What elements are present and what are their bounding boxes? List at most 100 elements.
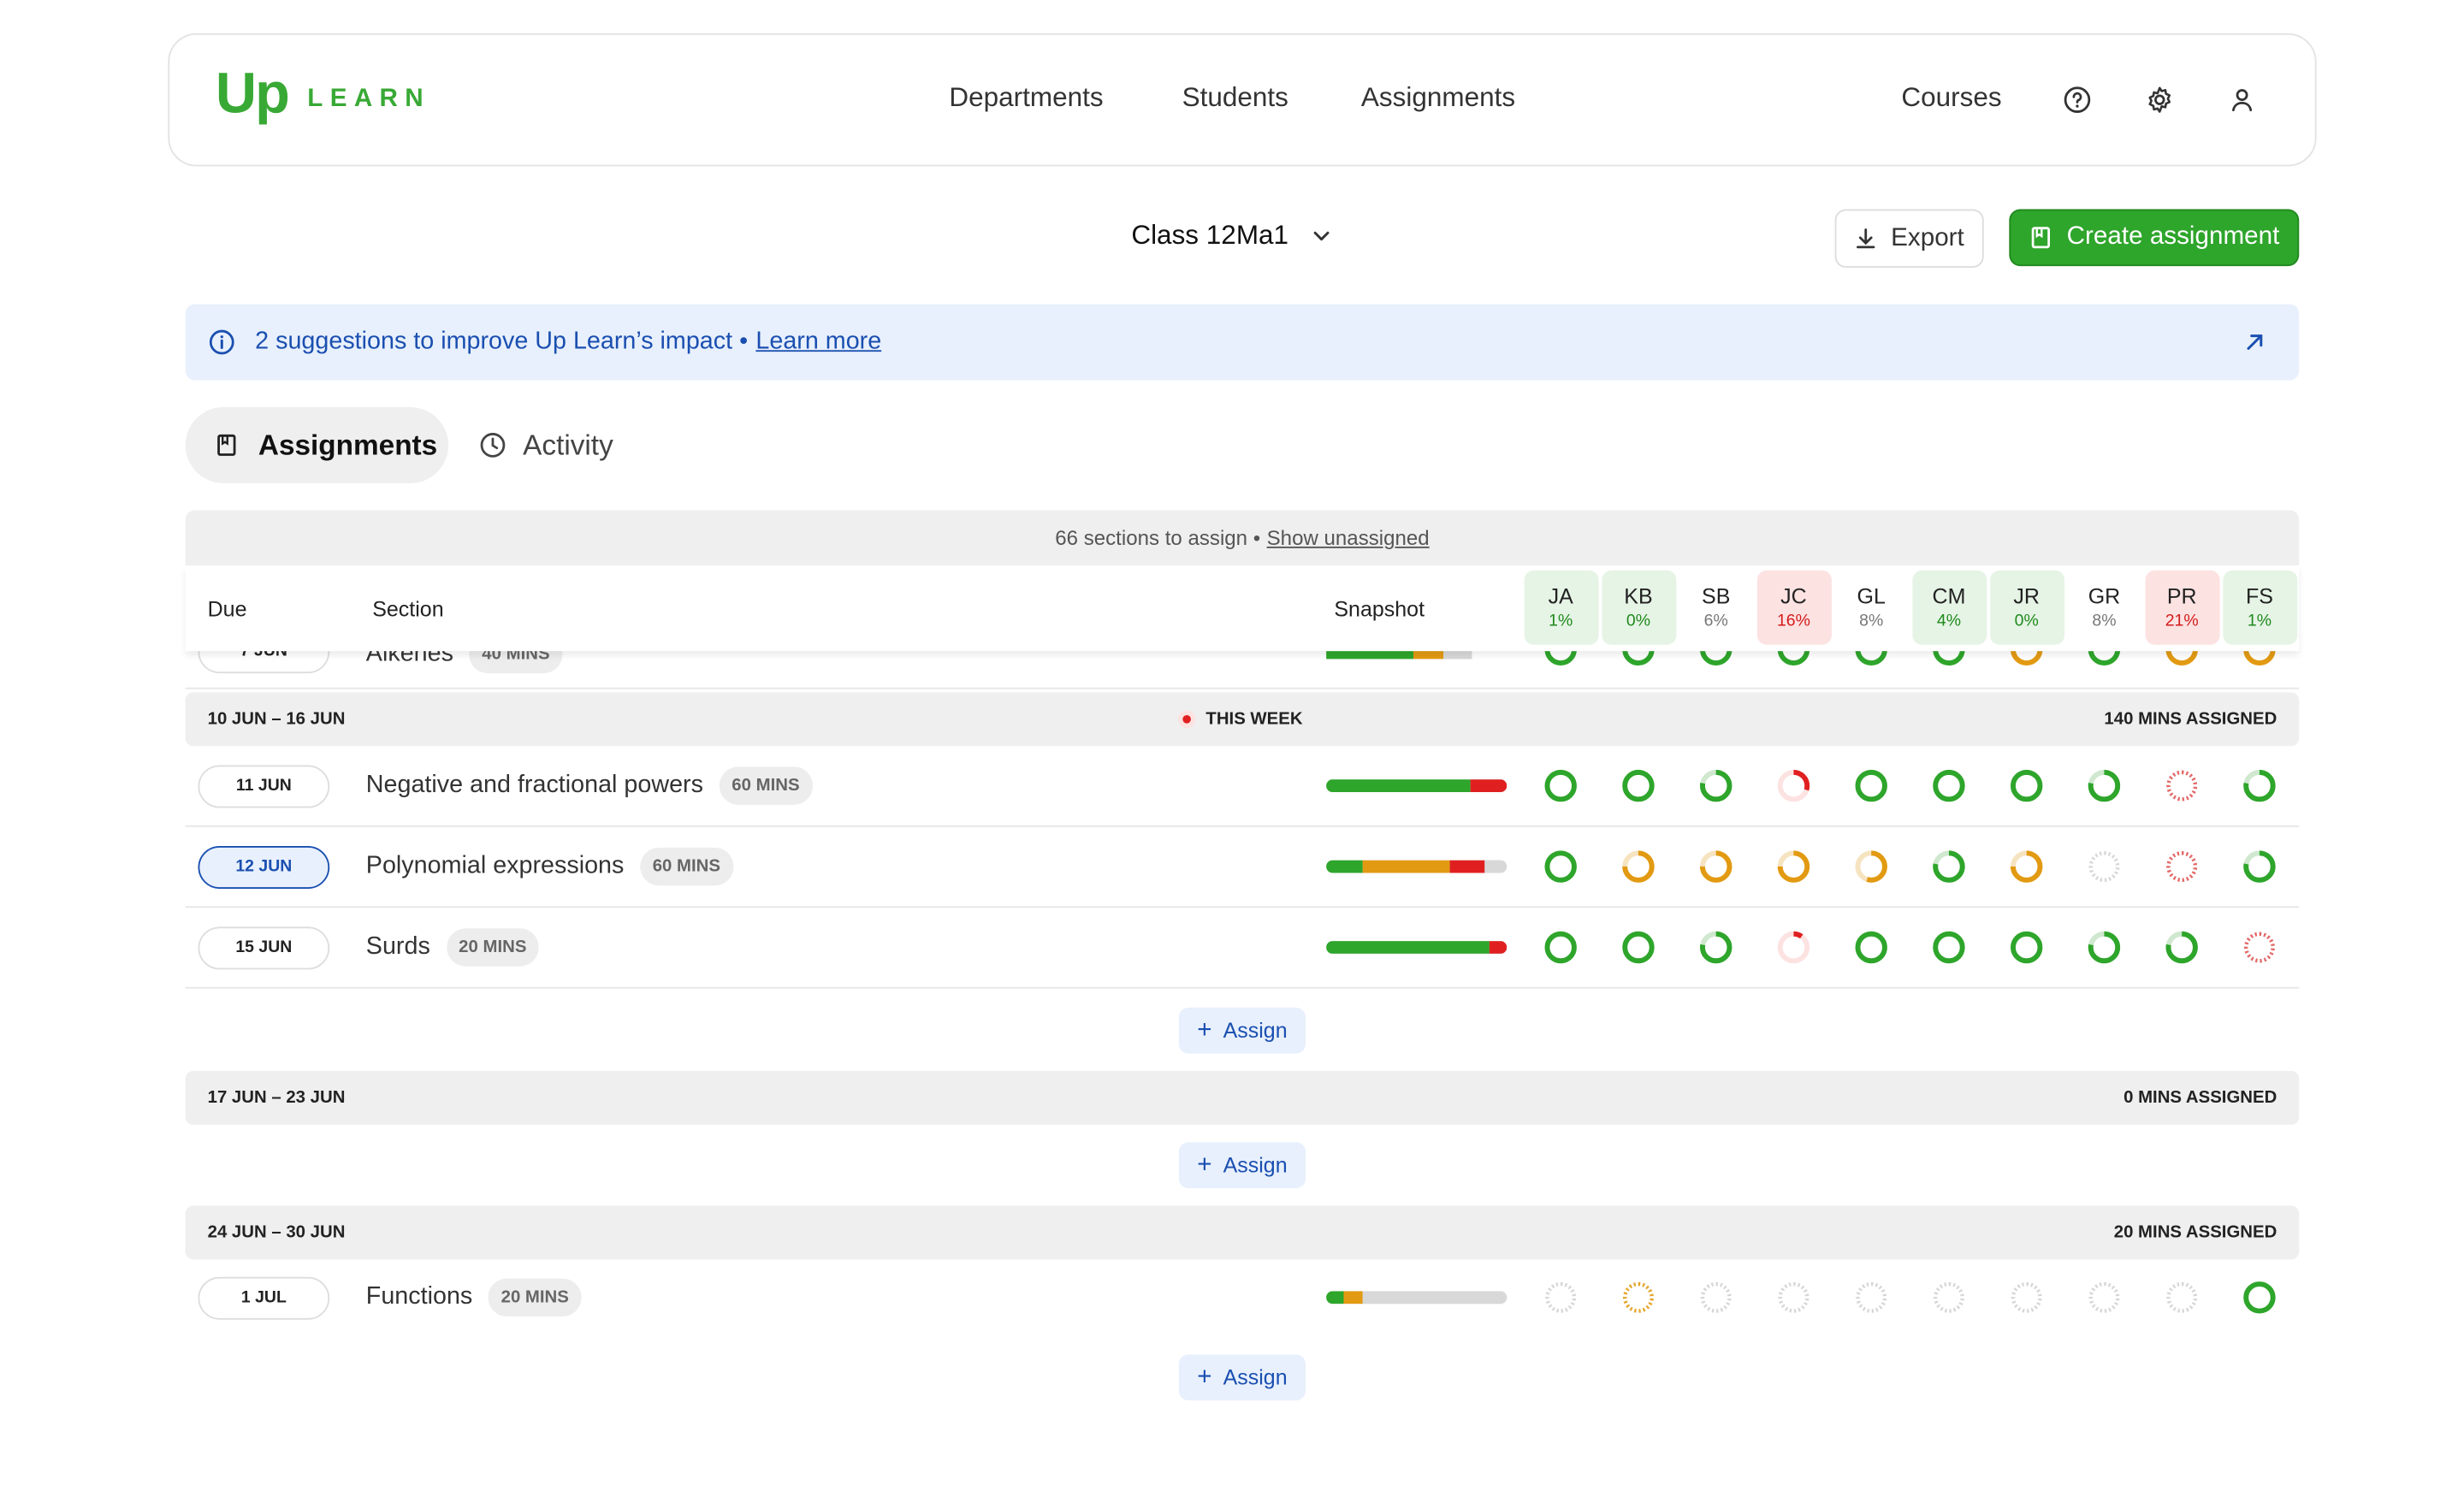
student-initials: JA	[1548, 584, 1573, 609]
student-progress-ring[interactable]	[2087, 849, 2122, 892]
student-progress-ring[interactable]	[1854, 849, 1889, 892]
student-progress-ring[interactable]	[2165, 849, 2200, 892]
student-column-header[interactable]: GL 8%	[1834, 571, 1909, 645]
student-progress-ring[interactable]	[1854, 930, 1889, 973]
student-progress-ring[interactable]	[2087, 1280, 2122, 1322]
user-icon[interactable]	[2226, 84, 2258, 115]
help-icon[interactable]	[2061, 84, 2093, 115]
assign-button[interactable]: + Assign	[1178, 1007, 1306, 1054]
snapshot-segment	[1471, 779, 1507, 792]
student-progress-ring[interactable]	[2087, 930, 2122, 973]
week-group-header: 10 JUN – 16 JUN THIS WEEK 140 MINS ASSIG…	[185, 692, 2300, 747]
student-progress-ring[interactable]	[2087, 768, 2122, 811]
nav-students[interactable]: Students	[1182, 82, 1288, 113]
nav-departments[interactable]: Departments	[949, 82, 1104, 113]
student-column-header[interactable]: SB 6%	[1679, 571, 1753, 645]
student-progress-ring[interactable]	[1776, 1280, 1811, 1322]
due-date-pill[interactable]: 12 JUN	[198, 845, 330, 889]
student-progress-ring[interactable]	[2165, 768, 2200, 811]
due-date-pill[interactable]: 15 JUN	[198, 926, 330, 970]
snapshot-bar	[1326, 860, 1507, 873]
student-progress-ring[interactable]	[1776, 849, 1811, 892]
section-info[interactable]: Polynomial expressions 60 MINS	[366, 847, 733, 886]
snapshot-segment	[1326, 779, 1472, 792]
student-progress-ring[interactable]	[2165, 930, 2200, 973]
student-progress-ring[interactable]	[1698, 849, 1733, 892]
export-label: Export	[1891, 224, 1964, 251]
student-column-header[interactable]: JA 1%	[1523, 570, 1598, 645]
header-due[interactable]: Due	[207, 597, 247, 621]
snapshot-segment	[1362, 1291, 1507, 1305]
this-week-label: THIS WEEK	[1205, 709, 1303, 729]
student-progress-ring[interactable]	[1543, 1280, 1578, 1322]
this-week-badge: THIS WEEK	[1177, 710, 1303, 729]
student-progress-ring[interactable]	[1932, 768, 1967, 811]
student-progress-ring[interactable]	[1621, 768, 1656, 811]
student-progress-ring[interactable]	[1932, 930, 1967, 973]
student-progress-ring[interactable]	[1621, 1280, 1656, 1322]
snapshot-bar	[1326, 1291, 1507, 1305]
student-column-header[interactable]: PR 21%	[2144, 570, 2219, 645]
student-progress-ring[interactable]	[1698, 930, 1733, 973]
section-info[interactable]: Negative and fractional powers 60 MINS	[366, 766, 813, 805]
student-column-header[interactable]: CM 4%	[1911, 570, 1987, 645]
gear-icon[interactable]	[2144, 84, 2176, 115]
up-learn-logo[interactable]: Up LEARN	[216, 62, 430, 123]
student-progress-ring[interactable]	[2242, 849, 2277, 892]
student-column-header[interactable]: JC 16%	[1756, 570, 1831, 645]
assignment-row[interactable]	[185, 827, 2300, 908]
nav-assignments[interactable]: Assignments	[1360, 82, 1516, 113]
create-assignment-button[interactable]: Create assignment	[2009, 209, 2300, 267]
student-progress-ring[interactable]	[1854, 1280, 1889, 1322]
student-progress-ring[interactable]	[1621, 849, 1656, 892]
student-progress-ring[interactable]	[2009, 849, 2044, 892]
student-progress-ring[interactable]	[2165, 1280, 2200, 1322]
assignment-row[interactable]	[185, 746, 2300, 827]
student-progress-ring[interactable]	[1543, 768, 1578, 811]
section-info[interactable]: Functions 20 MINS	[366, 1278, 582, 1317]
student-progress-ring[interactable]	[2009, 768, 2044, 811]
header-section[interactable]: Section	[372, 597, 444, 621]
student-progress-ring[interactable]	[2242, 1280, 2277, 1322]
export-button[interactable]: Export	[1834, 209, 1984, 268]
tab-assignments[interactable]: Assignments	[185, 406, 449, 483]
student-progress-ring[interactable]	[1621, 930, 1656, 973]
student-progress-ring[interactable]	[2009, 930, 2044, 973]
show-unassigned-link[interactable]: Show unassigned	[1266, 525, 1430, 550]
nav-courses[interactable]: Courses	[1901, 82, 2002, 113]
student-progress-ring[interactable]	[2242, 930, 2277, 973]
due-date-pill[interactable]: 11 JUN	[198, 765, 330, 808]
section-info[interactable]: Surds 20 MINS	[366, 928, 540, 967]
student-column-header[interactable]: FS 1%	[2222, 570, 2297, 645]
student-progress-ring[interactable]	[1854, 768, 1889, 811]
student-progress-ring[interactable]	[1698, 1280, 1733, 1322]
assign-button[interactable]: + Assign	[1178, 1142, 1306, 1188]
student-progress-ring[interactable]	[1776, 768, 1811, 811]
week-range: 17 JUN – 23 JUN	[207, 1088, 346, 1108]
student-progress-ring[interactable]	[2009, 1280, 2044, 1322]
student-progress-ring[interactable]	[1776, 930, 1811, 973]
external-arrow-icon[interactable]	[2242, 329, 2268, 355]
student-column-header[interactable]: KB 0%	[1601, 570, 1676, 645]
week-total: 0 MINS ASSIGNED	[2123, 1088, 2277, 1108]
class-selector[interactable]: Class 12Ma1	[1131, 220, 1333, 251]
assignment-row[interactable]	[185, 908, 2300, 989]
student-column-header[interactable]: JR 0%	[1989, 570, 2064, 645]
info-icon	[209, 329, 234, 355]
student-percent: 0%	[2014, 611, 2039, 631]
student-column-header[interactable]: GR 8%	[2067, 571, 2141, 645]
student-progress-ring[interactable]	[1932, 1280, 1967, 1322]
student-progress-ring[interactable]	[1698, 768, 1733, 811]
student-progress-ring[interactable]	[2242, 768, 2277, 811]
suggestions-banner[interactable]: 2 suggestions to improve Up Learn’s impa…	[185, 304, 2300, 381]
book-icon	[2032, 227, 2051, 249]
duration-badge: 20 MINS	[446, 928, 540, 967]
tab-activity[interactable]: Activity	[478, 407, 613, 483]
student-progress-ring[interactable]	[1543, 849, 1578, 892]
learn-more-link[interactable]: Learn more	[755, 328, 882, 355]
due-date-pill[interactable]: 1 JUL	[198, 1276, 330, 1320]
student-progress-ring[interactable]	[1932, 849, 1967, 892]
assign-button[interactable]: + Assign	[1178, 1354, 1306, 1401]
student-progress-ring[interactable]	[1543, 930, 1578, 973]
unassigned-text: 66 sections to assign •	[1055, 525, 1261, 550]
